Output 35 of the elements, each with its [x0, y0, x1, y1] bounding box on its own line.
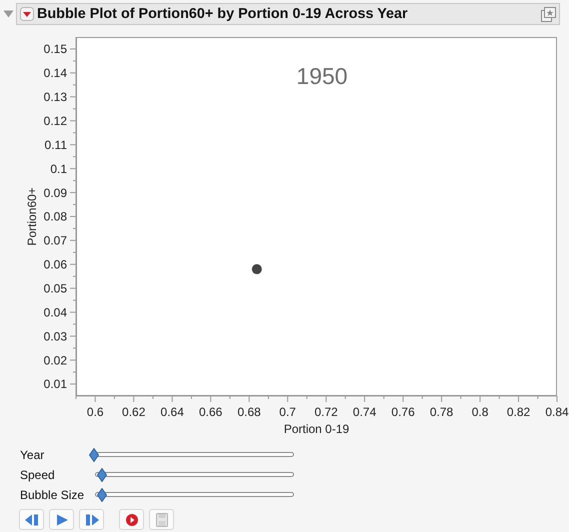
- y-tick-label: 0.08: [44, 210, 68, 224]
- x-tick-label: 0.74: [352, 405, 377, 419]
- x-tick-label: 0.62: [122, 405, 146, 419]
- x-tick-label: 0.72: [314, 405, 338, 419]
- y-tick-label: 0.04: [44, 305, 68, 320]
- x-tick-label: 0.6: [86, 405, 104, 419]
- y-tick-label: 0.07: [44, 234, 68, 248]
- y-tick-label: 0.09: [44, 186, 68, 200]
- y-tick-label: 0.14: [44, 66, 68, 80]
- y-tick-label: 0.12: [44, 114, 68, 128]
- y-tick-label: 0.03: [44, 329, 68, 344]
- y-tick-label: 0.15: [44, 42, 68, 56]
- y-tick-label: 0.1: [50, 162, 68, 176]
- y-tick-label: 0.13: [44, 90, 68, 104]
- y-tick-label: 0.05: [44, 282, 68, 296]
- y-axis-title: Portion60+: [25, 187, 39, 246]
- text: Year: [20, 448, 44, 462]
- x-axis-title: Portion 0-19: [284, 422, 350, 436]
- text: Bubble Size: [20, 488, 84, 502]
- x-tick-label: 0.82: [506, 405, 531, 419]
- y-tick-label: 0.06: [44, 258, 68, 272]
- chart-title: Bubble Plot of Portion60+ by Portion 0-19 Across Year: [37, 6, 408, 22]
- x-tick-label: 0.78: [430, 405, 454, 419]
- x-tick-label: 0.68: [237, 405, 262, 419]
- x-tick-label: 0.8: [472, 405, 489, 419]
- x-tick-label: 0.64: [160, 405, 184, 419]
- annotation: 1950: [296, 63, 348, 89]
- text: Speed: [20, 468, 55, 482]
- y-tick-label: 0.02: [44, 353, 68, 368]
- x-tick-label: 0.76: [391, 405, 416, 419]
- x-tick-label: 0.84: [545, 405, 569, 419]
- y-tick-label: 0.01: [44, 377, 68, 392]
- y-tick-label: 0.11: [44, 138, 68, 152]
- x-tick-label: 0.66: [199, 405, 223, 419]
- x-tick-label: 0.7: [279, 405, 296, 419]
